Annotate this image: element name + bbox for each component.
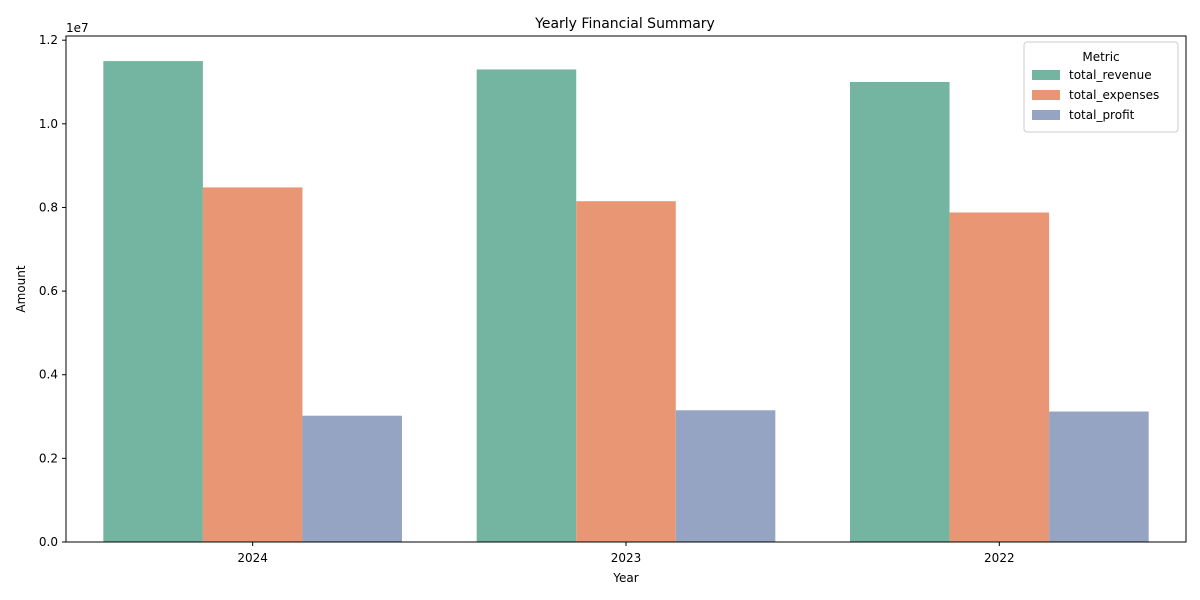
legend-swatch — [1032, 90, 1060, 100]
legend-label: total_expenses — [1069, 88, 1159, 102]
bar-total_profit-2023 — [675, 410, 776, 542]
legend-swatch — [1032, 70, 1060, 80]
bar-total_expenses-2023 — [576, 201, 676, 542]
bar-total_expenses-2024 — [202, 187, 303, 542]
y-offset-text: 1e7 — [66, 21, 89, 35]
legend-label: total_revenue — [1069, 68, 1152, 82]
bar-total_revenue-2022 — [850, 82, 950, 542]
x-axis-label: Year — [612, 571, 638, 585]
legend-box — [1023, 41, 1179, 133]
bar-total_profit-2024 — [302, 415, 402, 542]
y-tick-label: 0.0 — [39, 535, 58, 549]
y-tick-label: 0.8 — [39, 200, 58, 214]
bar-total_revenue-2024 — [103, 61, 203, 542]
legend-label: total_profit — [1069, 108, 1135, 122]
y-tick-label: 0.6 — [39, 284, 58, 298]
y-tick-label: 0.4 — [39, 368, 58, 382]
x-tick-label: 2022 — [984, 551, 1015, 565]
legend-swatch — [1032, 110, 1060, 120]
y-axis-label: Amount — [14, 265, 28, 312]
x-axis: 2024 2023 2022 — [237, 542, 1015, 565]
x-tick-label: 2024 — [237, 551, 268, 565]
bar-total_expenses-2022 — [949, 212, 1050, 543]
y-axis: 0.0 0.2 0.4 0.6 0.8 1.0 1.2 — [39, 33, 66, 549]
bars-group — [103, 61, 1149, 543]
bar-total_profit-2022 — [1049, 411, 1149, 542]
legend-title: Metric — [1082, 50, 1119, 64]
y-tick-label: 1.2 — [39, 33, 58, 47]
chart-title: Yearly Financial Summary — [534, 16, 715, 32]
y-tick-label: 1.0 — [39, 117, 58, 131]
y-tick-label: 0.2 — [39, 451, 58, 465]
legend: Metric total_revenuetotal_expensestotal_… — [1023, 41, 1179, 133]
x-tick-label: 2023 — [611, 551, 642, 565]
legend-items: total_revenue total_expenses total_profit — [1032, 68, 1159, 122]
bar-total_revenue-2023 — [476, 69, 577, 543]
